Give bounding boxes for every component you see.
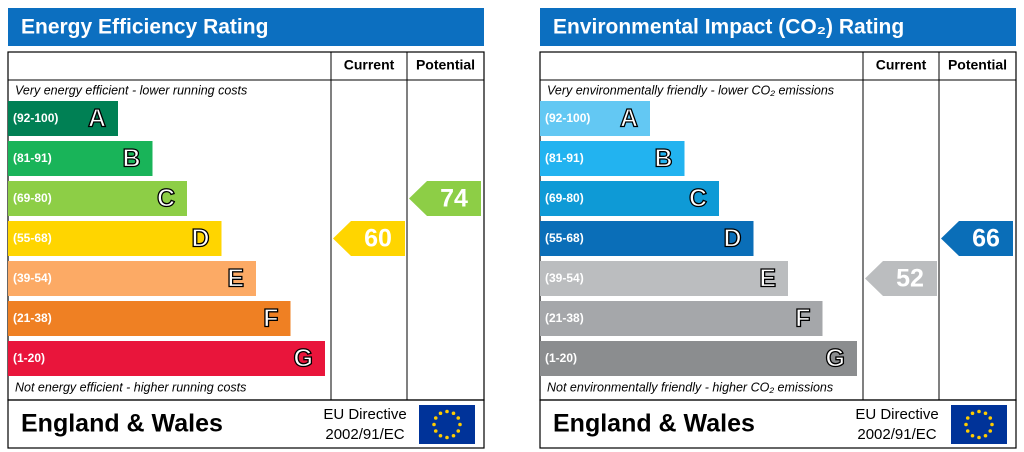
band-letter: E bbox=[227, 265, 244, 293]
band-letter: B bbox=[122, 145, 140, 173]
band-letter: D bbox=[191, 225, 209, 253]
flag-star bbox=[988, 416, 993, 420]
col-header: Current bbox=[876, 57, 927, 73]
rating-band bbox=[540, 101, 650, 136]
region: England & Wales bbox=[21, 410, 223, 438]
title-bar bbox=[8, 8, 484, 46]
band-letter: G bbox=[826, 345, 845, 373]
rating-arrow bbox=[941, 221, 1013, 256]
flag-star bbox=[988, 429, 993, 433]
rating-band bbox=[8, 181, 187, 216]
rating-band bbox=[8, 261, 256, 296]
flag-star bbox=[456, 416, 461, 420]
band-range: (39-54) bbox=[545, 271, 584, 285]
rating-panel: Energy Efficiency Rating Current Potential… bbox=[7, 8, 485, 449]
col-header: Current bbox=[344, 57, 395, 73]
directive: EU Directive bbox=[323, 406, 406, 423]
band-letter: F bbox=[263, 305, 278, 333]
flag-star bbox=[990, 422, 994, 427]
rating-band bbox=[8, 341, 325, 376]
rating-band bbox=[540, 141, 685, 176]
rating-band bbox=[540, 181, 719, 216]
footer-frame bbox=[539, 399, 1017, 449]
rating-band bbox=[540, 301, 823, 336]
flag-star bbox=[432, 422, 436, 427]
bottom-note: Not environmentally friendly - higher CO… bbox=[547, 380, 833, 394]
flag-star bbox=[970, 433, 975, 438]
rating-value: 52 bbox=[896, 265, 924, 293]
rating-band bbox=[8, 141, 153, 176]
top-note: Very environmentally friendly - lower CO… bbox=[547, 83, 834, 97]
flag-star bbox=[433, 416, 438, 420]
flag-star bbox=[451, 411, 456, 416]
band-range: (92-100) bbox=[13, 111, 58, 125]
flag-star bbox=[445, 409, 449, 414]
flag-star bbox=[965, 416, 970, 420]
band-range: (55-68) bbox=[545, 231, 584, 245]
band-range: (69-80) bbox=[545, 191, 584, 205]
directive: 2002/91/EC bbox=[325, 426, 404, 443]
flag-star bbox=[977, 435, 981, 440]
band-range: (1-20) bbox=[13, 351, 45, 365]
flag-star bbox=[438, 411, 443, 416]
rating-value: 60 bbox=[364, 225, 392, 253]
rating-band bbox=[8, 301, 291, 336]
band-letter: A bbox=[88, 105, 106, 133]
band-letter: C bbox=[157, 185, 175, 213]
panel-title: Energy Efficiency Rating bbox=[21, 16, 268, 39]
band-range: (21-38) bbox=[13, 311, 52, 325]
title-bar bbox=[540, 8, 1016, 46]
flag-star bbox=[445, 435, 449, 440]
band-range: (55-68) bbox=[13, 231, 52, 245]
bottom-note: Not energy efficient - higher running co… bbox=[15, 380, 246, 394]
rating-panel: Environmental Impact (CO₂) Rating Current… bbox=[539, 8, 1017, 449]
band-letter: G bbox=[294, 345, 313, 373]
band-range: (92-100) bbox=[545, 111, 590, 125]
band-range: (69-80) bbox=[13, 191, 52, 205]
flag-star bbox=[451, 433, 456, 438]
flag-star bbox=[438, 433, 443, 438]
rating-arrow bbox=[865, 261, 937, 296]
flag-star bbox=[965, 429, 970, 433]
rating-arrow bbox=[409, 181, 481, 216]
flag-star bbox=[964, 422, 968, 427]
footer-frame bbox=[7, 399, 485, 449]
band-letter: E bbox=[759, 265, 776, 293]
directive: 2002/91/EC bbox=[857, 426, 936, 443]
flag-star bbox=[983, 411, 988, 416]
rating-value: 74 bbox=[440, 185, 468, 213]
directive: EU Directive bbox=[855, 406, 938, 423]
col-header: Potential bbox=[948, 57, 1007, 73]
rating-value: 66 bbox=[972, 225, 1000, 253]
flag-star bbox=[458, 422, 462, 427]
flag-star bbox=[970, 411, 975, 416]
rating-band bbox=[540, 341, 857, 376]
band-letter: B bbox=[654, 145, 672, 173]
panel-title: Environmental Impact (CO₂) Rating bbox=[553, 16, 904, 39]
flag-star bbox=[977, 409, 981, 414]
band-range: (39-54) bbox=[13, 271, 52, 285]
flag-star bbox=[433, 429, 438, 433]
region: England & Wales bbox=[553, 410, 755, 438]
rating-arrow bbox=[333, 221, 405, 256]
rating-band bbox=[540, 261, 788, 296]
band-letter: F bbox=[795, 305, 810, 333]
band-range: (21-38) bbox=[545, 311, 584, 325]
col-header: Potential bbox=[416, 57, 475, 73]
flag-star bbox=[983, 433, 988, 438]
band-letter: C bbox=[689, 185, 707, 213]
rating-band bbox=[8, 101, 118, 136]
top-note: Very energy efficient - lower running co… bbox=[15, 83, 247, 97]
band-range: (1-20) bbox=[545, 351, 577, 365]
flag-star bbox=[456, 429, 461, 433]
rating-band bbox=[540, 221, 754, 256]
band-letter: D bbox=[723, 225, 741, 253]
rating-band bbox=[8, 221, 222, 256]
band-letter: A bbox=[620, 105, 638, 133]
band-range: (81-91) bbox=[13, 151, 52, 165]
band-range: (81-91) bbox=[545, 151, 584, 165]
